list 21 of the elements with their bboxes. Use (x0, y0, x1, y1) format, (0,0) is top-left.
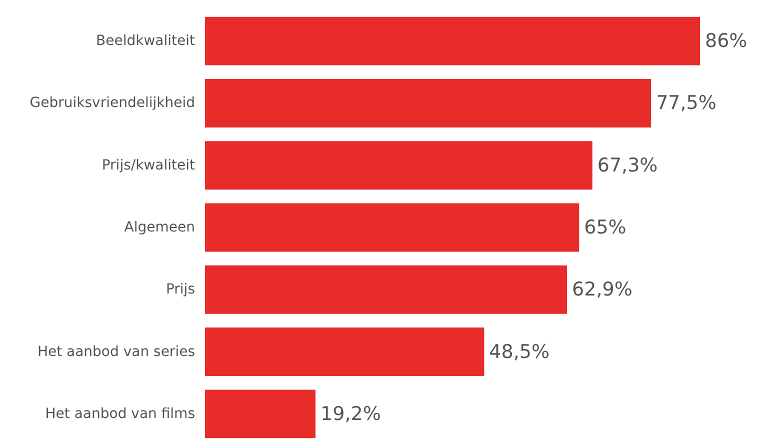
y-tick-label: Het aanbod van series (37, 344, 195, 360)
y-tick-label: Algemeen (124, 220, 195, 236)
y-tick-label: Gebruiksvriendelijkheid (30, 95, 195, 112)
data-label: 86% (705, 30, 748, 52)
data-label: 65% (584, 216, 626, 238)
bar (205, 265, 568, 314)
bar (205, 141, 592, 190)
bar (205, 78, 652, 128)
y-tick-label: Het aanbod van films (45, 406, 195, 422)
data-label: 67,3% (597, 154, 658, 176)
bar (205, 390, 316, 438)
data-label: 48,5% (489, 340, 550, 363)
y-tick-label: Prijs (166, 282, 195, 298)
bar (205, 328, 484, 376)
y-tick-label: Beeldkwaliteit (96, 33, 196, 50)
bar (205, 16, 700, 66)
data-label: 19,2% (320, 402, 381, 425)
y-tick-label: Prijs/kwaliteit (102, 157, 196, 174)
bar (205, 203, 580, 252)
data-label: 77,5% (656, 92, 716, 114)
data-label: 62,9% (572, 278, 632, 301)
